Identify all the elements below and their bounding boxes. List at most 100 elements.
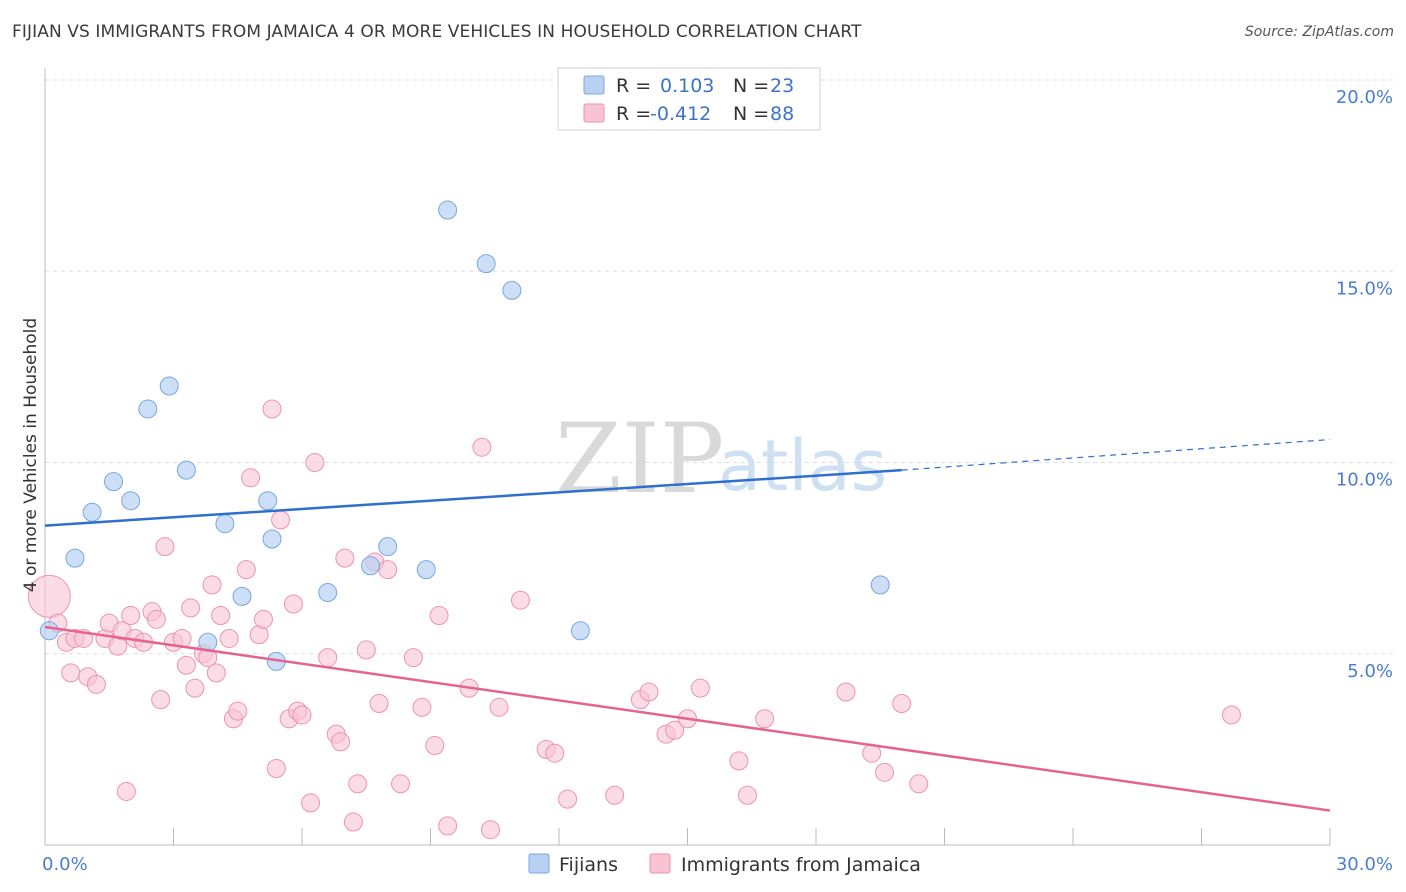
jamaica-point [690,678,710,698]
fijians-point [258,491,278,511]
jamaica-point [253,609,273,629]
legend-swatch-fijians [583,75,605,95]
legend-r-value-2: -0.412 [650,103,711,125]
jamaica-point [181,598,201,618]
jamaica-point [909,774,929,794]
fijians-point [361,556,381,576]
fijians-point [39,621,59,641]
stats-legend: R = 0.103 N = 23 R = -0.412 N = 88 [557,67,821,131]
jamaica-point [737,785,757,805]
jamaica-point [892,693,912,713]
legend-r-label-2: R = [616,103,651,125]
jamaica-point [369,693,389,713]
jamaica-point [1221,705,1241,725]
jamaica-point [151,690,171,710]
jamaica-point [480,820,500,840]
jamaica-point [271,510,291,530]
jamaica-point [266,759,286,778]
bottom-legend-fijians: Fijians [559,854,618,876]
jamaica-point [61,663,81,683]
jamaica-point [86,674,106,694]
series-legend: Fijians Immigrants from Jamaica [528,853,921,876]
jamaica-point [403,648,423,668]
jamaica-trend-line [44,625,1331,812]
jamaica-point [206,663,226,683]
fijians-trend-line-extension [901,438,1331,471]
jamaica-point [729,751,749,771]
jamaica-point [391,774,411,794]
jamaica-point [211,606,231,625]
source-label: Source: ZipAtlas.com [1244,24,1394,40]
jamaica-point [228,701,248,721]
jamaica-point [241,468,261,488]
jamaica-point [348,774,368,794]
series-immigrants-from-jamaica [27,399,1241,840]
jamaica-point [545,743,565,763]
jamaica-point [185,678,205,698]
y-tick-label: 20.0% [1336,87,1393,108]
jamaica-point [605,785,625,805]
jamaica-point [236,560,256,580]
fijians-point [104,472,124,492]
jamaica-point [292,705,312,725]
fijians-point [82,502,102,522]
fijians-point [65,548,85,568]
jamaica-point [335,548,355,568]
tick-labels: 5.0% 10.0% 15.0% 20.0% 0.0% 30.0% [42,87,1393,875]
legend-n-label-2: N = [733,103,769,125]
jamaica-point [755,709,775,729]
legend-swatch-jamaica [583,103,605,123]
legend-n-value-1: 23 [770,75,794,97]
fijians-point [262,529,282,549]
x-tick-label: 30.0% [1336,854,1393,875]
jamaica-point [639,682,659,702]
fijians-point [502,280,522,300]
jamaica-point [305,453,325,472]
jamaica-point [301,793,321,813]
trend-lines [44,438,1331,812]
fijians-point [416,560,436,580]
jamaica-point [665,720,685,740]
legend-r-value-1: 0.103 [660,75,714,97]
fijians-point [176,460,196,480]
jamaica-point [429,606,449,625]
watermark-atlas: atlas [718,425,887,507]
fijians-trend-line [44,468,902,527]
axes [44,68,1331,846]
jamaica-point [378,560,398,580]
jamaica-point [438,816,458,836]
jamaica-point [283,594,303,614]
fijians-point [232,586,252,606]
jamaica-point [412,697,432,717]
fijians-point [870,575,890,595]
jamaica-point [121,606,141,625]
jamaica-point [176,655,196,675]
jamaica-point [262,399,282,419]
jamaica-point [27,574,71,618]
watermark-zip: ZIP [555,403,724,515]
legend-n-label-1: N = [733,75,769,97]
fijians-point [215,514,235,534]
jamaica-point [836,682,856,702]
bottom-legend-swatch-fijians [528,853,550,874]
bottom-legend-swatch-jamaica [649,853,671,874]
jamaica-point [202,575,222,595]
fijians-point [159,376,179,396]
legend-r-label-1: R = [616,75,651,97]
jamaica-point [116,781,136,801]
jamaica-point [331,732,351,752]
y-tick-label: 5.0% [1347,661,1393,682]
jamaica-point [219,628,239,648]
x-tick-label: 0.0% [42,854,88,875]
chart-title: FIJIAN VS IMMIGRANTS FROM JAMAICA 4 OR M… [12,22,862,42]
jamaica-point [489,697,509,717]
jamaica-point [318,648,338,668]
jamaica-point [875,762,895,782]
fijians-point [378,537,398,557]
jamaica-point [472,437,492,457]
fijians-point [138,399,158,419]
jamaica-point [155,537,175,557]
y-axis-label: 4 or more Vehicles in Household [21,318,41,592]
series-fijians [39,200,890,671]
